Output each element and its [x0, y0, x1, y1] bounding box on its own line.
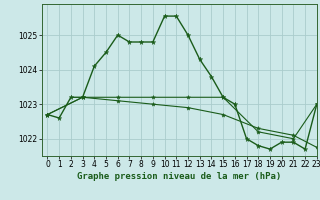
X-axis label: Graphe pression niveau de la mer (hPa): Graphe pression niveau de la mer (hPa): [77, 172, 281, 181]
